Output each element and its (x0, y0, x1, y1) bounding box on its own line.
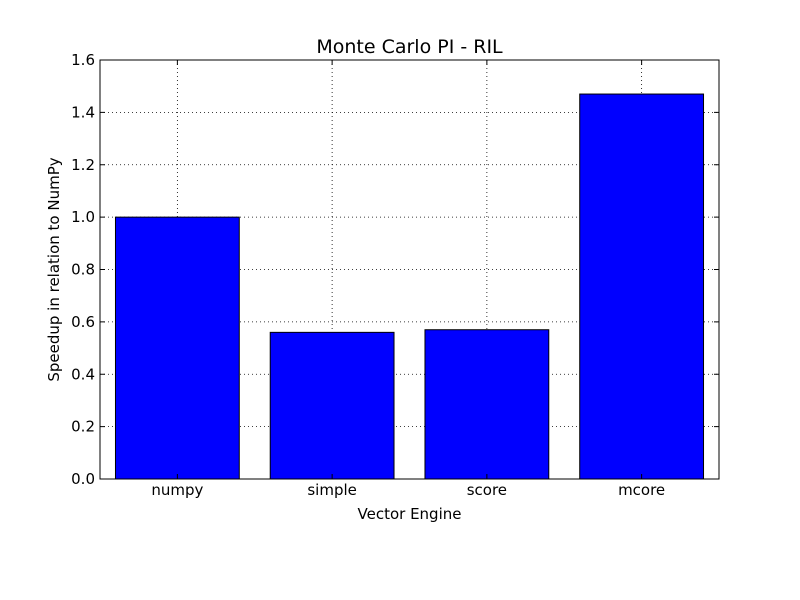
x-axis-title: Vector Engine (358, 505, 462, 523)
y-tick-label: 1.4 (71, 103, 95, 121)
y-tick-label: 0.2 (71, 418, 95, 436)
tick-labels: 0.0 0.2 0.4 0.6 0.8 1.0 1.2 1.4 1.6 numpy simple sc… (71, 51, 665, 499)
y-tick-label: 1.6 (71, 51, 95, 69)
y-tick-label: 1.0 (71, 208, 95, 226)
x-tick-label: simple (307, 481, 357, 499)
bar-score (424, 329, 550, 480)
y-tick-label: 1.2 (71, 156, 95, 174)
x-tick-label: numpy (151, 481, 203, 499)
bar-numpy (114, 216, 240, 480)
chart-title: Monte Carlo PI - RIL (316, 36, 503, 58)
axis-ticks (100, 59, 719, 480)
bars (114, 93, 705, 480)
y-axis-title: Speedup in relation to NumPy (45, 157, 63, 381)
y-tick-label: 0.4 (71, 365, 95, 383)
x-tick-label: score (467, 481, 507, 499)
x-tick-label: mcore (618, 481, 665, 499)
bar-simple (269, 331, 395, 480)
bar-mcore (579, 93, 705, 480)
y-tick-label: 0.0 (71, 470, 95, 488)
y-tick-label: 0.8 (71, 261, 95, 279)
y-tick-label: 0.6 (71, 313, 95, 331)
